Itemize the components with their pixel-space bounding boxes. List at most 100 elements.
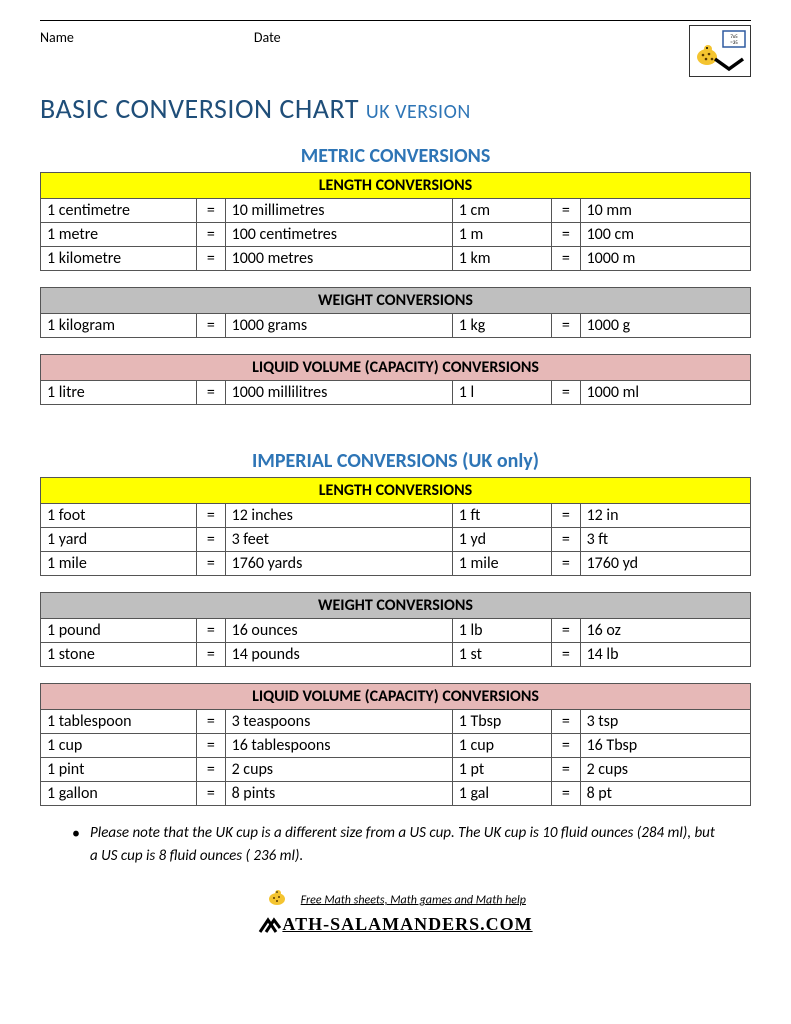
table-cell: 100 centimetres <box>225 223 452 247</box>
table-cell: 1 cup <box>41 734 197 758</box>
footnote: Please note that the UK cup is a differe… <box>90 822 721 867</box>
table-cell: = <box>197 782 225 806</box>
table-cell: 1000 grams <box>225 314 452 338</box>
table-cell: 1 st <box>452 643 551 667</box>
table-cell: 10 mm <box>580 199 750 223</box>
table-cell: 1 lb <box>452 619 551 643</box>
table-cell: 1 gallon <box>41 782 197 806</box>
table-cell: = <box>197 223 225 247</box>
footer-logo-icon <box>265 885 293 914</box>
table-cell: = <box>552 710 580 734</box>
table-header: WEIGHT CONVERSIONS <box>41 593 751 619</box>
header-row: Name Date 7x5 =35 <box>40 29 751 89</box>
table-cell: 1 kilometre <box>41 247 197 271</box>
table-cell: = <box>552 619 580 643</box>
table-cell: = <box>197 381 225 405</box>
table-cell: 1 kilogram <box>41 314 197 338</box>
table-cell: 1 cm <box>452 199 551 223</box>
table-cell: = <box>197 314 225 338</box>
table-cell: 3 feet <box>225 528 452 552</box>
table-cell: 1000 metres <box>225 247 452 271</box>
table-cell: 1 Tbsp <box>452 710 551 734</box>
table-cell: = <box>197 199 225 223</box>
table-cell: 16 ounces <box>225 619 452 643</box>
logo-box: 7x5 =35 <box>689 25 751 77</box>
table-cell: 8 pt <box>580 782 750 806</box>
table-cell: = <box>197 758 225 782</box>
table-cell: 16 tablespoons <box>225 734 452 758</box>
table-cell: 1 gal <box>452 782 551 806</box>
table-cell: 1 centimetre <box>41 199 197 223</box>
table-cell: = <box>552 528 580 552</box>
table-cell: 1 l <box>452 381 551 405</box>
table-cell: 3 ft <box>580 528 750 552</box>
table-cell: = <box>197 619 225 643</box>
table-cell: 10 millimetres <box>225 199 452 223</box>
table-row: 1 stone=14 pounds1 st=14 lb <box>41 643 751 667</box>
table-cell: 1 mile <box>41 552 197 576</box>
table-cell: 1 km <box>452 247 551 271</box>
conversion-table: LIQUID VOLUME (CAPACITY) CONVERSIONS1 li… <box>40 354 751 405</box>
page-title: BASIC CONVERSION CHART UK VERSION <box>40 91 751 126</box>
table-cell: = <box>197 643 225 667</box>
table-cell: 1 pt <box>452 758 551 782</box>
table-row: 1 gallon=8 pints1 gal=8 pt <box>41 782 751 806</box>
table-cell: = <box>552 314 580 338</box>
top-rule <box>40 20 751 21</box>
table-row: 1 centimetre=10 millimetres1 cm=10 mm <box>41 199 751 223</box>
table-cell: 1000 ml <box>580 381 750 405</box>
table-cell: 12 in <box>580 504 750 528</box>
table-cell: 1 cup <box>452 734 551 758</box>
title-sub: UK VERSION <box>366 100 471 124</box>
table-header: LENGTH CONVERSIONS <box>41 173 751 199</box>
table-cell: = <box>552 247 580 271</box>
table-row: 1 metre=100 centimetres1 m=100 cm <box>41 223 751 247</box>
section-heading: METRIC CONVERSIONS <box>40 144 751 168</box>
table-cell: 16 Tbsp <box>580 734 750 758</box>
table-row: 1 kilogram=1000 grams1 kg=1000 g <box>41 314 751 338</box>
table-cell: 1000 g <box>580 314 750 338</box>
table-cell: = <box>552 734 580 758</box>
table-cell: 1 ft <box>452 504 551 528</box>
table-cell: 14 lb <box>580 643 750 667</box>
table-cell: 1 mile <box>452 552 551 576</box>
table-header: LENGTH CONVERSIONS <box>41 478 751 504</box>
table-row: 1 mile=1760 yards1 mile=1760 yd <box>41 552 751 576</box>
table-row: 1 pound=16 ounces1 lb=16 oz <box>41 619 751 643</box>
conversion-table: WEIGHT CONVERSIONS1 pound=16 ounces1 lb=… <box>40 592 751 667</box>
date-label: Date <box>254 29 281 46</box>
conversion-table: LENGTH CONVERSIONS1 foot=12 inches1 ft=1… <box>40 477 751 576</box>
conversion-table: LIQUID VOLUME (CAPACITY) CONVERSIONS1 ta… <box>40 683 751 806</box>
table-row: 1 kilometre=1000 metres1 km=1000 m <box>41 247 751 271</box>
table-cell: = <box>552 381 580 405</box>
table-cell: = <box>197 552 225 576</box>
table-header: WEIGHT CONVERSIONS <box>41 288 751 314</box>
table-cell: 3 tsp <box>580 710 750 734</box>
table-header: LIQUID VOLUME (CAPACITY) CONVERSIONS <box>41 355 751 381</box>
footer-tagline: Free Math sheets, Math games and Math he… <box>301 893 526 907</box>
table-cell: = <box>197 710 225 734</box>
table-cell: 1000 m <box>580 247 750 271</box>
table-cell: 16 oz <box>580 619 750 643</box>
table-cell: 1 tablespoon <box>41 710 197 734</box>
conversion-table: WEIGHT CONVERSIONS1 kilogram=1000 grams1… <box>40 287 751 338</box>
table-row: 1 yard=3 feet1 yd=3 ft <box>41 528 751 552</box>
table-cell: 1 stone <box>41 643 197 667</box>
table-cell: 100 cm <box>580 223 750 247</box>
table-header: LIQUID VOLUME (CAPACITY) CONVERSIONS <box>41 684 751 710</box>
table-cell: = <box>552 199 580 223</box>
table-cell: = <box>552 758 580 782</box>
conversion-table: LENGTH CONVERSIONS1 centimetre=10 millim… <box>40 172 751 271</box>
salamander-logo-icon: 7x5 =35 <box>693 29 747 73</box>
table-cell: = <box>552 643 580 667</box>
table-cell: = <box>197 247 225 271</box>
table-cell: = <box>552 552 580 576</box>
footer-site: ATH-SALAMANDERS.COM <box>40 914 751 936</box>
table-row: 1 tablespoon=3 teaspoons1 Tbsp=3 tsp <box>41 710 751 734</box>
table-cell: = <box>197 528 225 552</box>
table-cell: 1 m <box>452 223 551 247</box>
table-cell: 14 pounds <box>225 643 452 667</box>
table-cell: = <box>552 504 580 528</box>
table-cell: 1 pint <box>41 758 197 782</box>
section-heading: IMPERIAL CONVERSIONS (UK only) <box>40 449 751 473</box>
